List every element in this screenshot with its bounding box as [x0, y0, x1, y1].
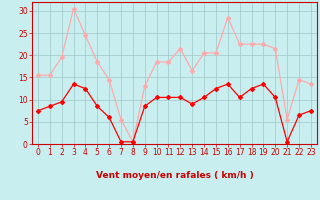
X-axis label: Vent moyen/en rafales ( km/h ): Vent moyen/en rafales ( km/h )	[96, 171, 253, 180]
